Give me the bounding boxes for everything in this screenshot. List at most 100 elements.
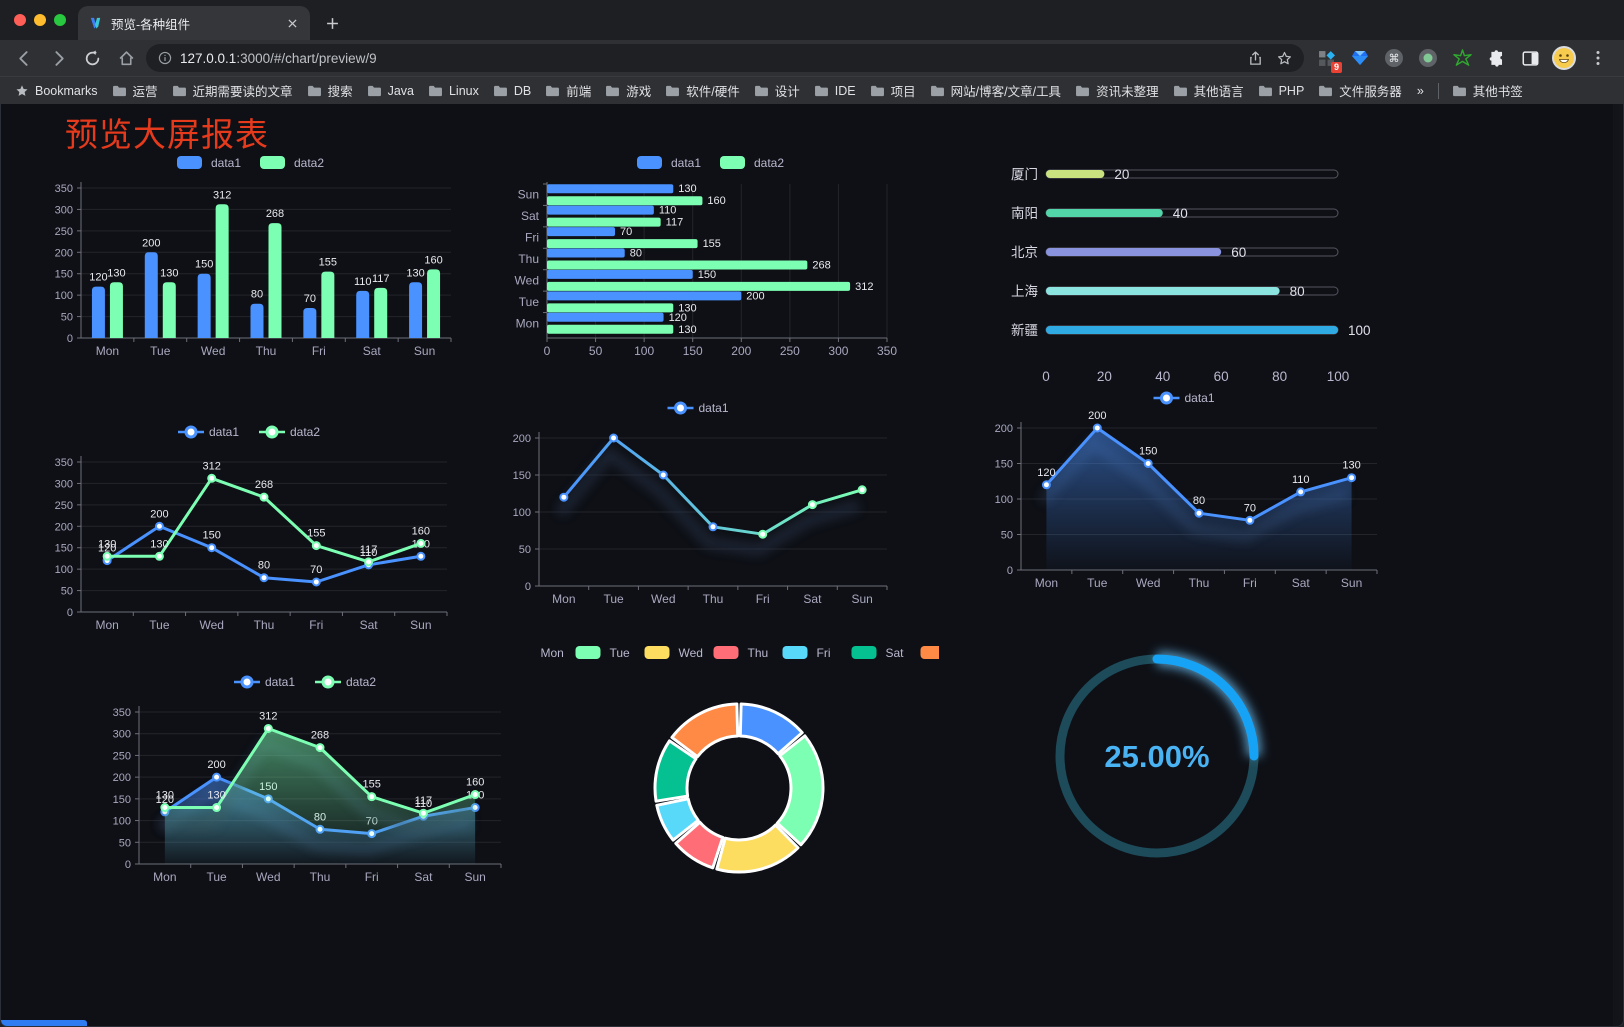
chart-grouped-bar[interactable]: 0 50 100 150 200 250 300 350 Mon Tue Wed Thu Fri Sat S… [39, 148, 463, 366]
svg-text:130: 130 [150, 538, 168, 550]
bookmark-folder[interactable]: 搜索 [300, 78, 360, 103]
page-title: 预览大屏报表 [65, 116, 269, 153]
chart-single-area-line[interactable]: 0 50 100 150 200 Mon Tue Wed Thu Fri Sat Sun 120 200 1… [979, 386, 1393, 598]
svg-text:80: 80 [258, 560, 270, 572]
gauge-canvas[interactable]: 25.00% [1041, 640, 1273, 872]
svg-text:Sun: Sun [464, 870, 485, 884]
chart-horizontal-bar[interactable]: 0 50 100 150 200 250 300 350 Sun 130 160 Sat 110 117 F… [499, 148, 923, 366]
svg-text:110: 110 [354, 276, 372, 288]
svg-text:130: 130 [678, 324, 696, 336]
profile-avatar[interactable] [1552, 46, 1576, 70]
svg-text:Wed: Wed [679, 646, 703, 660]
forward-icon[interactable] [44, 44, 72, 72]
bookmarks-bar: Bookmarks 运营 近期需要读的文章 搜索 Java Linux DB 前端 游戏 软件/… [0, 76, 1624, 104]
other-bookmarks-folder[interactable]: 其他书签 [1445, 78, 1530, 103]
svg-text:Fri: Fri [756, 592, 770, 606]
svg-text:200: 200 [55, 521, 73, 533]
green-star-extension-icon[interactable] [1450, 46, 1474, 70]
tab-close-icon[interactable] [284, 15, 300, 31]
share-icon[interactable] [1248, 50, 1263, 66]
svg-text:130: 130 [156, 790, 174, 802]
progress-canvas[interactable]: 厦门 20 南阳 40 北京 60 上海 80 新疆 100 0 20 40 60 80 100 [986, 148, 1394, 388]
line_two-canvas[interactable]: 0 50 100 150 200 250 300 350 Mon Tue Wed Thu Fri Sat S… [39, 420, 463, 640]
bookmark-folder[interactable]: 近期需要读的文章 [165, 78, 300, 103]
chart-two-line[interactable]: 0 50 100 150 200 250 300 350 Mon Tue Wed Thu Fri Sat S… [39, 420, 463, 640]
bookmark-folder[interactable]: Java [360, 81, 421, 101]
browser-menu-icon[interactable] [1586, 46, 1610, 70]
side-panel-icon[interactable] [1518, 46, 1542, 70]
bookmark-folder[interactable]: IDE [807, 81, 863, 101]
bookmark-folder[interactable]: 文件服务器 [1311, 78, 1409, 103]
bookmark-star-icon[interactable] [1277, 51, 1292, 66]
bookmark-folder[interactable]: 项目 [863, 78, 923, 103]
reload-icon[interactable] [78, 44, 106, 72]
svg-text:200: 200 [207, 759, 225, 771]
bar_vertical-canvas[interactable]: 0 50 100 150 200 250 300 350 Mon Tue Wed Thu Fri Sat S… [39, 148, 463, 366]
svg-text:0: 0 [67, 333, 73, 345]
recorder-extension-icon[interactable] [1416, 46, 1440, 70]
url-bar[interactable]: 127.0.0.1:3000/#/chart/preview/9 [146, 44, 1304, 72]
bookmark-folder[interactable]: 运营 [105, 78, 165, 103]
bookmark-folder[interactable]: 网站/博客/文章/工具 [923, 78, 1068, 103]
chart-gauge[interactable]: 25.00% [1041, 640, 1273, 872]
bookmark-folder[interactable]: Linux [421, 81, 486, 101]
svg-text:155: 155 [307, 528, 325, 540]
svg-text:Wed: Wed [201, 344, 225, 358]
bookmark-folder[interactable]: PHP [1251, 81, 1312, 101]
scrollbar-track[interactable] [1613, 104, 1623, 1026]
back-icon[interactable] [10, 44, 38, 72]
extensions-puzzle-icon[interactable] [1484, 46, 1508, 70]
svg-text:Mon: Mon [541, 646, 564, 660]
bookmark-folder[interactable]: 资讯未整理 [1068, 78, 1166, 103]
svg-text:150: 150 [55, 269, 73, 281]
svg-text:60: 60 [1214, 369, 1229, 384]
site-info-icon[interactable] [158, 51, 172, 65]
svg-text:Thu: Thu [1189, 576, 1210, 590]
close-window-button[interactable] [14, 14, 26, 26]
svg-text:Sat: Sat [414, 870, 433, 884]
svg-text:300: 300 [113, 729, 131, 741]
svg-text:北京: 北京 [1011, 245, 1038, 260]
svg-text:155: 155 [363, 779, 381, 791]
zoom-window-button[interactable] [54, 14, 66, 26]
svg-text:117: 117 [666, 217, 684, 229]
svg-text:350: 350 [55, 457, 73, 469]
bookmark-folder[interactable]: DB [486, 81, 538, 101]
bookmark-folder[interactable]: 游戏 [598, 78, 658, 103]
new-tab-button[interactable] [318, 9, 346, 37]
area_single-canvas[interactable]: 0 50 100 150 200 Mon Tue Wed Thu Fri Sat Sun 120 200 1… [979, 386, 1393, 598]
tab-strip: 预览-各种组件 [0, 0, 1624, 40]
svg-text:155: 155 [319, 257, 337, 269]
chart-progress-bars[interactable]: 厦门 20 南阳 40 北京 60 上海 80 新疆 100 0 20 40 60 80 100 [986, 148, 1394, 388]
svg-text:Thu: Thu [748, 646, 769, 660]
command-extension-icon[interactable]: ⌘ [1382, 46, 1406, 70]
svg-text:Tue: Tue [150, 344, 171, 358]
browser-tab[interactable]: 预览-各种组件 [78, 6, 310, 40]
diamond-extension-icon[interactable] [1348, 46, 1372, 70]
bookmark-folder[interactable]: 设计 [747, 78, 807, 103]
svg-text:25.00%: 25.00% [1104, 739, 1209, 774]
bookmarks-overflow-chevron[interactable]: » [1416, 83, 1424, 98]
tab-manager-extension-icon[interactable]: 9 [1314, 46, 1342, 73]
minimize-window-button[interactable] [34, 14, 46, 26]
line_gradient-canvas[interactable]: 0 50 100 150 200 Mon Tue Wed Thu Fri Sat Sun data1 [497, 396, 903, 614]
chart-gradient-line[interactable]: 0 50 100 150 200 Mon Tue Wed Thu Fri Sat Sun data1 [497, 396, 903, 614]
svg-text:Fri: Fri [309, 618, 323, 632]
svg-text:0: 0 [544, 344, 551, 358]
area_two-canvas[interactable]: 0 50 100 150 200 250 300 350 Mon Tue Wed Thu Fri Sat S… [97, 670, 517, 892]
svg-text:Mon: Mon [96, 344, 119, 358]
home-icon[interactable] [112, 44, 140, 72]
svg-text:117: 117 [415, 795, 433, 807]
svg-text:40: 40 [1173, 206, 1188, 221]
bookmarks-manager[interactable]: Bookmarks [8, 81, 105, 101]
svg-text:350: 350 [877, 344, 897, 358]
chart-two-area-line[interactable]: 0 50 100 150 200 250 300 350 Mon Tue Wed Thu Fri Sat S… [97, 670, 517, 892]
svg-text:Thu: Thu [703, 592, 724, 606]
bookmark-folder[interactable]: 软件/硬件 [658, 78, 746, 103]
svg-text:300: 300 [828, 344, 848, 358]
bookmark-folder[interactable]: 其他语言 [1166, 78, 1251, 103]
bookmark-folder[interactable]: 前端 [538, 78, 598, 103]
